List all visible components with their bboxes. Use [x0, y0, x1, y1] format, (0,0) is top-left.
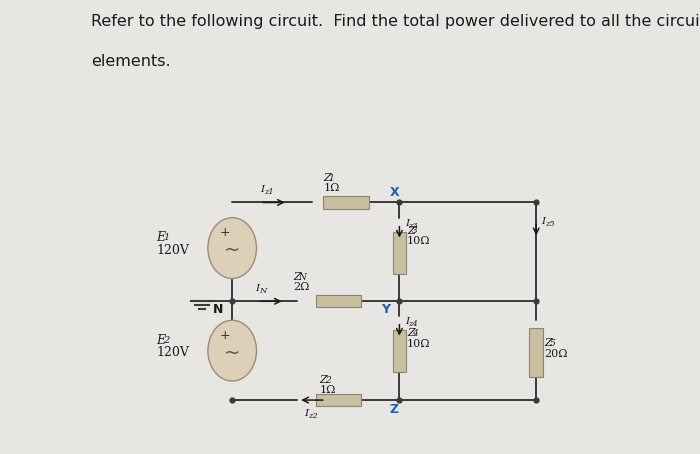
Text: z1: z1 — [264, 188, 274, 196]
Text: Z: Z — [389, 404, 398, 416]
Text: Y: Y — [382, 303, 390, 316]
Text: 120V: 120V — [156, 346, 189, 360]
Text: N: N — [259, 286, 266, 295]
Bar — [323, 197, 369, 208]
Text: 1Ω: 1Ω — [320, 385, 336, 395]
Text: Z: Z — [407, 328, 414, 338]
Text: Z: Z — [293, 272, 301, 282]
Bar — [529, 328, 543, 377]
Text: 2: 2 — [325, 376, 330, 385]
Text: 1Ω: 1Ω — [323, 183, 340, 193]
Bar — [393, 330, 406, 371]
Text: I: I — [255, 284, 259, 293]
Text: Refer to the following circuit.  Find the total power delivered to all the circu: Refer to the following circuit. Find the… — [91, 14, 700, 29]
Ellipse shape — [208, 217, 256, 278]
Text: 2Ω: 2Ω — [293, 282, 309, 292]
Text: ~: ~ — [224, 241, 240, 260]
Text: I: I — [405, 219, 409, 228]
Text: 10Ω: 10Ω — [407, 236, 430, 246]
Text: +: + — [219, 329, 230, 342]
Text: N: N — [298, 273, 306, 282]
Text: Z: Z — [407, 226, 414, 236]
Text: E: E — [156, 231, 165, 244]
Text: z4: z4 — [409, 320, 419, 328]
Text: N: N — [214, 303, 224, 316]
Text: E: E — [156, 334, 165, 346]
Text: z2: z2 — [308, 412, 318, 420]
Text: 3: 3 — [412, 226, 418, 235]
Text: z3: z3 — [409, 222, 419, 230]
Text: 2: 2 — [163, 336, 169, 345]
Bar — [393, 232, 406, 274]
Bar — [316, 295, 361, 307]
Text: 20Ω: 20Ω — [545, 349, 568, 359]
Text: 1: 1 — [163, 233, 169, 242]
Text: z5: z5 — [545, 220, 555, 228]
Text: Z: Z — [320, 375, 328, 385]
Ellipse shape — [208, 320, 256, 381]
Text: +: + — [219, 227, 230, 239]
Text: I: I — [405, 317, 409, 326]
Text: 5: 5 — [550, 339, 556, 348]
Text: I: I — [260, 185, 265, 194]
Text: ~: ~ — [224, 344, 240, 362]
Text: X: X — [389, 186, 399, 199]
Text: Z: Z — [323, 173, 331, 183]
Text: 4: 4 — [412, 329, 418, 338]
Text: 10Ω: 10Ω — [407, 339, 430, 349]
Bar — [316, 394, 361, 406]
Text: Z: Z — [545, 338, 552, 348]
Text: 1: 1 — [329, 174, 335, 183]
Text: I: I — [304, 409, 309, 418]
Text: I: I — [542, 217, 545, 226]
Text: 120V: 120V — [156, 244, 189, 257]
Text: elements.: elements. — [91, 54, 171, 69]
